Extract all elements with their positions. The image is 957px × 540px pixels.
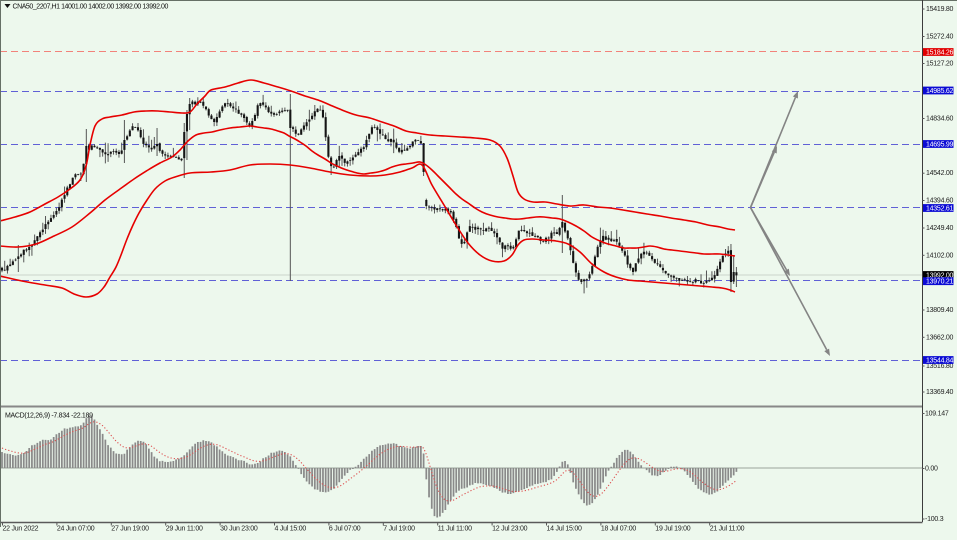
svg-text:15127.20: 15127.20 <box>926 61 954 68</box>
svg-text:14352.61: 14352.61 <box>926 206 954 213</box>
svg-text:22 Jun 2022: 22 Jun 2022 <box>3 526 39 533</box>
svg-text:13809.40: 13809.40 <box>926 307 954 314</box>
svg-text:109.147: 109.147 <box>925 411 949 418</box>
svg-text:19 Jul 19:00: 19 Jul 19:00 <box>655 526 690 533</box>
svg-text:15272.40: 15272.40 <box>926 34 954 41</box>
svg-text:18 Jul 07:00: 18 Jul 07:00 <box>601 526 636 533</box>
svg-text:24 Jun 07:00: 24 Jun 07:00 <box>57 526 95 533</box>
svg-text:CNA50_2207,H1 14001.00 14002.: CNA50_2207,H1 14001.00 14002.00 13992.00… <box>13 3 169 10</box>
svg-text:0.00: 0.00 <box>925 466 938 473</box>
svg-text:14249.40: 14249.40 <box>926 225 954 232</box>
svg-text:14695.99: 14695.99 <box>926 142 954 149</box>
svg-text:15419.80: 15419.80 <box>926 6 954 13</box>
svg-text:13970.21: 13970.21 <box>926 279 954 286</box>
svg-text:30 Jun 23:00: 30 Jun 23:00 <box>220 526 258 533</box>
svg-text:14394.60: 14394.60 <box>926 198 954 205</box>
svg-text:12 Jul 23:00: 12 Jul 23:00 <box>492 526 527 533</box>
svg-text:14542.00: 14542.00 <box>926 170 954 177</box>
svg-text:21 Jul 11:00: 21 Jul 11:00 <box>710 526 745 533</box>
svg-text:MACD(12,26,9) -7.834 -22.189: MACD(12,26,9) -7.834 -22.189 <box>5 413 93 420</box>
svg-text:13662.00: 13662.00 <box>926 334 954 341</box>
svg-text:27 Jun 19:00: 27 Jun 19:00 <box>111 526 149 533</box>
svg-text:15184.26: 15184.26 <box>926 50 954 57</box>
svg-text:-100.3: -100.3 <box>925 516 944 523</box>
svg-text:7 Jul 19:00: 7 Jul 19:00 <box>383 526 415 533</box>
svg-text:29 Jun 11:00: 29 Jun 11:00 <box>166 526 203 533</box>
svg-text:14985.62: 14985.62 <box>926 88 954 95</box>
svg-text:11 Jul 11:00: 11 Jul 11:00 <box>438 526 472 533</box>
svg-text:4 Jul 15:00: 4 Jul 15:00 <box>275 526 307 533</box>
svg-text:6 Jul 07:00: 6 Jul 07:00 <box>329 526 361 533</box>
svg-text:13992.00: 13992.00 <box>926 273 954 280</box>
svg-text:14102.00: 14102.00 <box>926 252 954 259</box>
svg-text:13544.84: 13544.84 <box>926 358 954 365</box>
svg-text:13369.40: 13369.40 <box>926 389 954 396</box>
svg-text:13516.80: 13516.80 <box>926 363 954 370</box>
svg-text:14 Jul 15:00: 14 Jul 15:00 <box>547 526 582 533</box>
svg-text:14834.60: 14834.60 <box>926 116 954 123</box>
